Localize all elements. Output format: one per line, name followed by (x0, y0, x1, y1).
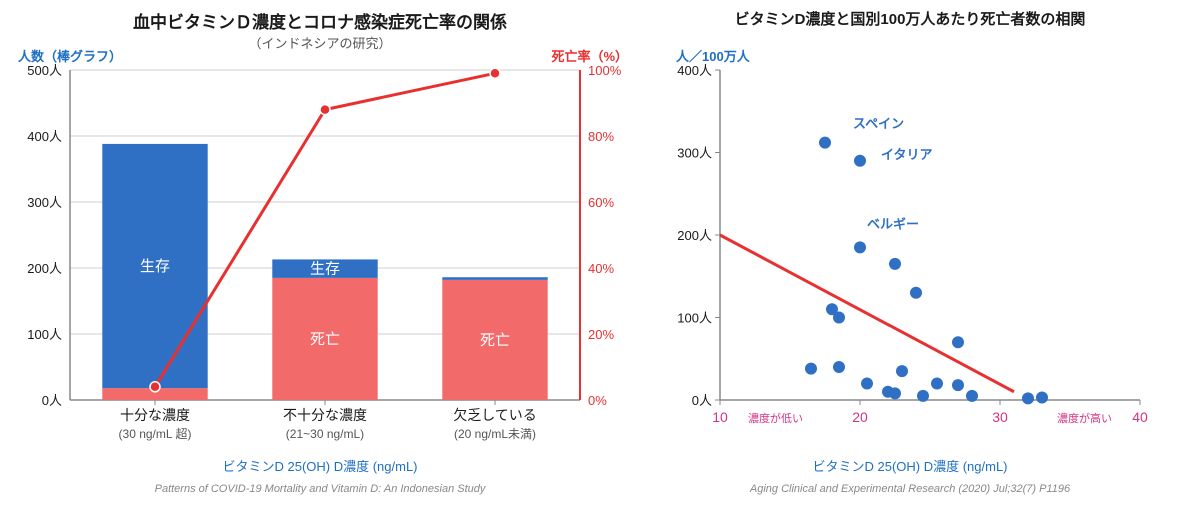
svg-text:80%: 80% (588, 129, 614, 144)
svg-text:生存: 生存 (310, 261, 340, 278)
svg-text:不十分な濃度: 不十分な濃度 (283, 407, 367, 423)
right-source: Aging Clinical and Experimental Research… (640, 483, 1180, 495)
svg-text:200人: 200人 (27, 261, 62, 276)
left-x-label: ビタミンD 25(OH) D濃度 (ng/mL) (0, 456, 640, 475)
svg-text:300人: 300人 (677, 146, 712, 161)
svg-text:400人: 400人 (27, 129, 62, 144)
svg-text:(30 ng/mL 超): (30 ng/mL 超) (119, 426, 192, 441)
svg-text:30: 30 (992, 409, 1008, 425)
svg-text:40: 40 (1132, 409, 1148, 425)
right-chart-svg: 0人 100人 200人 300人 400人 10 20 30 40 スペインイタリアベルギー濃度… (640, 60, 1180, 460)
svg-text:ベルギー: ベルギー (867, 216, 919, 231)
svg-text:100人: 100人 (27, 327, 62, 342)
svg-text:死亡: 死亡 (480, 332, 510, 349)
svg-text:500人: 500人 (27, 63, 62, 78)
svg-text:60%: 60% (588, 195, 614, 210)
left-chart-panel: 血中ビタミンＤ濃度とコロナ感染症死亡率の関係 （インドネシアの研究） 人数（棒グ… (0, 0, 640, 505)
svg-text:死亡: 死亡 (310, 331, 340, 348)
svg-text:400人: 400人 (677, 63, 712, 78)
svg-text:(21~30 ng/mL): (21~30 ng/mL) (286, 427, 364, 441)
svg-text:0人: 0人 (692, 393, 712, 408)
svg-text:十分な濃度: 十分な濃度 (120, 407, 190, 423)
svg-text:濃度が低い: 濃度が低い (748, 411, 803, 425)
svg-text:(20 ng/mL未満): (20 ng/mL未満) (454, 427, 536, 441)
svg-text:スペイン: スペイン (853, 116, 904, 131)
left-title: 血中ビタミンＤ濃度とコロナ感染症死亡率の関係 (0, 8, 640, 33)
left-source: Patterns of COVID-19 Mortality and Vitam… (0, 483, 640, 495)
svg-text:イタリア: イタリア (881, 147, 932, 162)
svg-text:200人: 200人 (677, 228, 712, 243)
right-chart-panel: ビタミンD濃度と国別100万人あたり死亡者数の相関 人／100万人 0人100人… (640, 0, 1180, 505)
svg-text:10: 10 (712, 409, 728, 425)
svg-text:欠乏している: 欠乏している (453, 407, 537, 423)
svg-text:100人: 100人 (677, 311, 712, 326)
left-chart-svg: 0人 100人 200人 300人 400人 500人 0% 20% 40% 60% 80% 100%… (0, 60, 640, 460)
svg-text:濃度が高い: 濃度が高い (1057, 411, 1112, 425)
svg-text:20: 20 (852, 409, 868, 425)
svg-text:生存: 生存 (140, 258, 170, 275)
right-title: ビタミンD濃度と国別100万人あたり死亡者数の相関 (640, 8, 1180, 29)
svg-text:20%: 20% (588, 327, 614, 342)
svg-text:100%: 100% (588, 63, 622, 78)
svg-text:0%: 0% (588, 393, 607, 408)
svg-text:0人: 0人 (42, 393, 62, 408)
right-x-label: ビタミンD 25(OH) D濃度 (ng/mL) (640, 456, 1180, 475)
svg-text:40%: 40% (588, 261, 614, 276)
svg-text:300人: 300人 (27, 195, 62, 210)
